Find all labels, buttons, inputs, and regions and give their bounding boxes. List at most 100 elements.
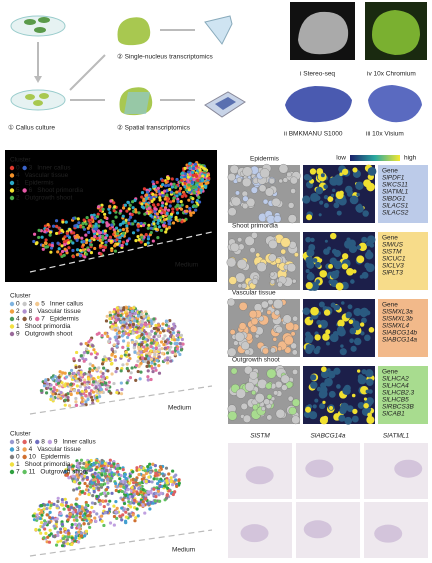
spot bbox=[124, 519, 128, 523]
cell bbox=[270, 347, 276, 354]
spot bbox=[86, 248, 91, 252]
cell bbox=[275, 380, 283, 389]
cell bbox=[346, 237, 351, 242]
spot bbox=[114, 328, 118, 332]
cell bbox=[323, 202, 329, 208]
spot bbox=[63, 242, 67, 247]
spot bbox=[75, 518, 79, 522]
spot bbox=[76, 217, 80, 221]
spot bbox=[69, 368, 74, 373]
spot bbox=[82, 534, 87, 538]
spot bbox=[140, 202, 144, 206]
gene-name: SlBDG1 bbox=[382, 196, 406, 203]
cell bbox=[308, 244, 316, 251]
spot bbox=[162, 189, 167, 193]
spot bbox=[141, 500, 145, 504]
spot bbox=[64, 530, 68, 535]
spot bbox=[93, 516, 97, 520]
cell bbox=[314, 261, 321, 268]
spot bbox=[133, 342, 137, 347]
spot bbox=[87, 460, 91, 464]
spot bbox=[161, 329, 166, 333]
spot bbox=[163, 207, 167, 211]
spot bbox=[167, 216, 171, 220]
spot bbox=[78, 385, 82, 389]
spot bbox=[153, 207, 157, 211]
dish bbox=[10, 15, 66, 37]
spot bbox=[99, 387, 103, 392]
spot bbox=[70, 536, 74, 540]
cell bbox=[242, 177, 252, 188]
spot bbox=[170, 483, 175, 487]
spot bbox=[81, 248, 86, 252]
spot bbox=[165, 227, 169, 231]
spot bbox=[116, 470, 120, 474]
spot bbox=[82, 461, 86, 466]
spot bbox=[100, 382, 104, 387]
spot bbox=[170, 177, 174, 181]
spot bbox=[179, 178, 184, 182]
spot bbox=[147, 223, 151, 227]
cell bbox=[359, 309, 368, 318]
spot bbox=[96, 375, 100, 379]
spot bbox=[53, 388, 57, 392]
spot bbox=[112, 459, 116, 464]
spot bbox=[56, 533, 60, 538]
spot bbox=[150, 329, 154, 333]
spot bbox=[40, 513, 44, 517]
cell bbox=[227, 173, 236, 182]
spot bbox=[78, 515, 82, 519]
spot bbox=[106, 481, 110, 485]
cell bbox=[349, 338, 354, 344]
spot bbox=[169, 182, 173, 186]
spot bbox=[151, 462, 155, 466]
spot bbox=[117, 317, 121, 321]
spot bbox=[103, 355, 107, 359]
spot bbox=[179, 175, 184, 179]
gene-name: SlWUS bbox=[382, 242, 404, 249]
legend-dot bbox=[9, 180, 15, 186]
legend-id: 2 bbox=[16, 308, 20, 315]
spot bbox=[150, 199, 154, 203]
spot bbox=[91, 364, 95, 368]
cell bbox=[310, 374, 317, 381]
spot bbox=[136, 314, 141, 318]
spot bbox=[86, 397, 90, 402]
leaf bbox=[38, 17, 50, 23]
spot bbox=[146, 316, 151, 320]
cell bbox=[242, 414, 252, 423]
spot bbox=[71, 241, 75, 245]
spot bbox=[60, 244, 64, 248]
spot bbox=[183, 181, 187, 185]
spot bbox=[55, 520, 59, 524]
spot bbox=[127, 500, 131, 504]
spot bbox=[84, 529, 89, 533]
cell bbox=[341, 301, 345, 305]
spot bbox=[149, 230, 153, 235]
spot bbox=[79, 370, 83, 374]
cell bbox=[266, 368, 277, 379]
spot bbox=[81, 356, 85, 361]
legend-dot bbox=[9, 462, 15, 467]
cell bbox=[249, 247, 256, 254]
spot bbox=[139, 361, 143, 365]
spot bbox=[171, 335, 176, 340]
spot bbox=[57, 375, 61, 379]
spot bbox=[179, 200, 183, 204]
spot bbox=[158, 192, 162, 196]
spot bbox=[128, 203, 132, 207]
cell bbox=[290, 176, 298, 185]
cell bbox=[305, 406, 312, 413]
spot bbox=[88, 362, 92, 366]
spot bbox=[49, 532, 53, 536]
spot bbox=[122, 231, 126, 235]
spot bbox=[154, 346, 158, 350]
spot bbox=[157, 344, 161, 348]
spot bbox=[192, 166, 196, 171]
spot bbox=[169, 341, 173, 345]
spot bbox=[152, 197, 156, 201]
spot bbox=[39, 389, 44, 393]
spot bbox=[154, 468, 158, 472]
spot bbox=[157, 323, 161, 327]
spot bbox=[124, 476, 128, 480]
